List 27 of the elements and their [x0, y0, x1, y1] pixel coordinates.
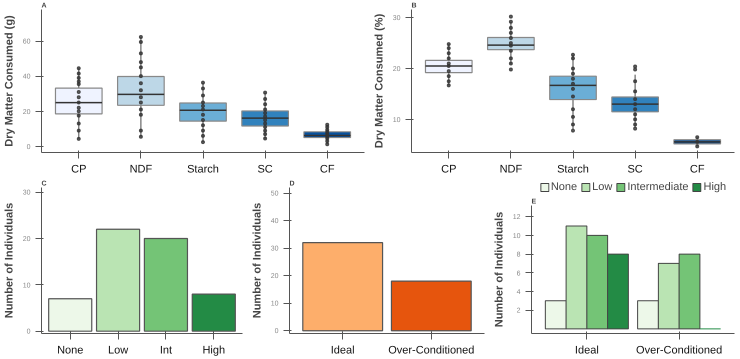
- x-tick-label: NDF: [500, 164, 522, 176]
- x-tick-label: None: [57, 344, 84, 356]
- x-tick-label: Low: [108, 344, 128, 356]
- y-axis-title: Number of Individuals: [4, 202, 16, 318]
- x-tick-label: Over-Conditioned: [636, 344, 722, 356]
- y-axis-title: Number of Individuals: [494, 212, 506, 328]
- x-tick-label: NDF: [130, 164, 152, 176]
- x-tick-label: SC: [627, 164, 643, 176]
- x-tick-label: Ideal: [574, 344, 599, 356]
- y-axis-title: Dry Matter Consumed (g): [4, 14, 16, 147]
- legend-label: High: [704, 181, 726, 193]
- x-tick-label: Starch: [557, 164, 589, 176]
- x-tick-label: SC: [257, 164, 273, 176]
- x-tick-label: CP: [71, 164, 86, 176]
- legend-label: None: [550, 181, 578, 193]
- x-tick-label: Ideal: [330, 344, 355, 356]
- y-axis-title: Dry Matter Consumed (%): [374, 13, 386, 148]
- x-tick-label: Starch: [187, 164, 219, 176]
- x-tick-label: Over-Conditioned: [388, 344, 474, 356]
- y-axis-title: Number of Individuals: [252, 202, 264, 318]
- x-tick-label: CF: [690, 164, 705, 176]
- x-tick-label: Int: [160, 344, 172, 356]
- legend-label: Low: [592, 181, 612, 193]
- legend-label: Intermediate: [627, 181, 689, 193]
- x-tick-label: High: [202, 344, 226, 356]
- x-tick-label: CF: [320, 164, 335, 176]
- x-tick-label: CP: [441, 164, 456, 176]
